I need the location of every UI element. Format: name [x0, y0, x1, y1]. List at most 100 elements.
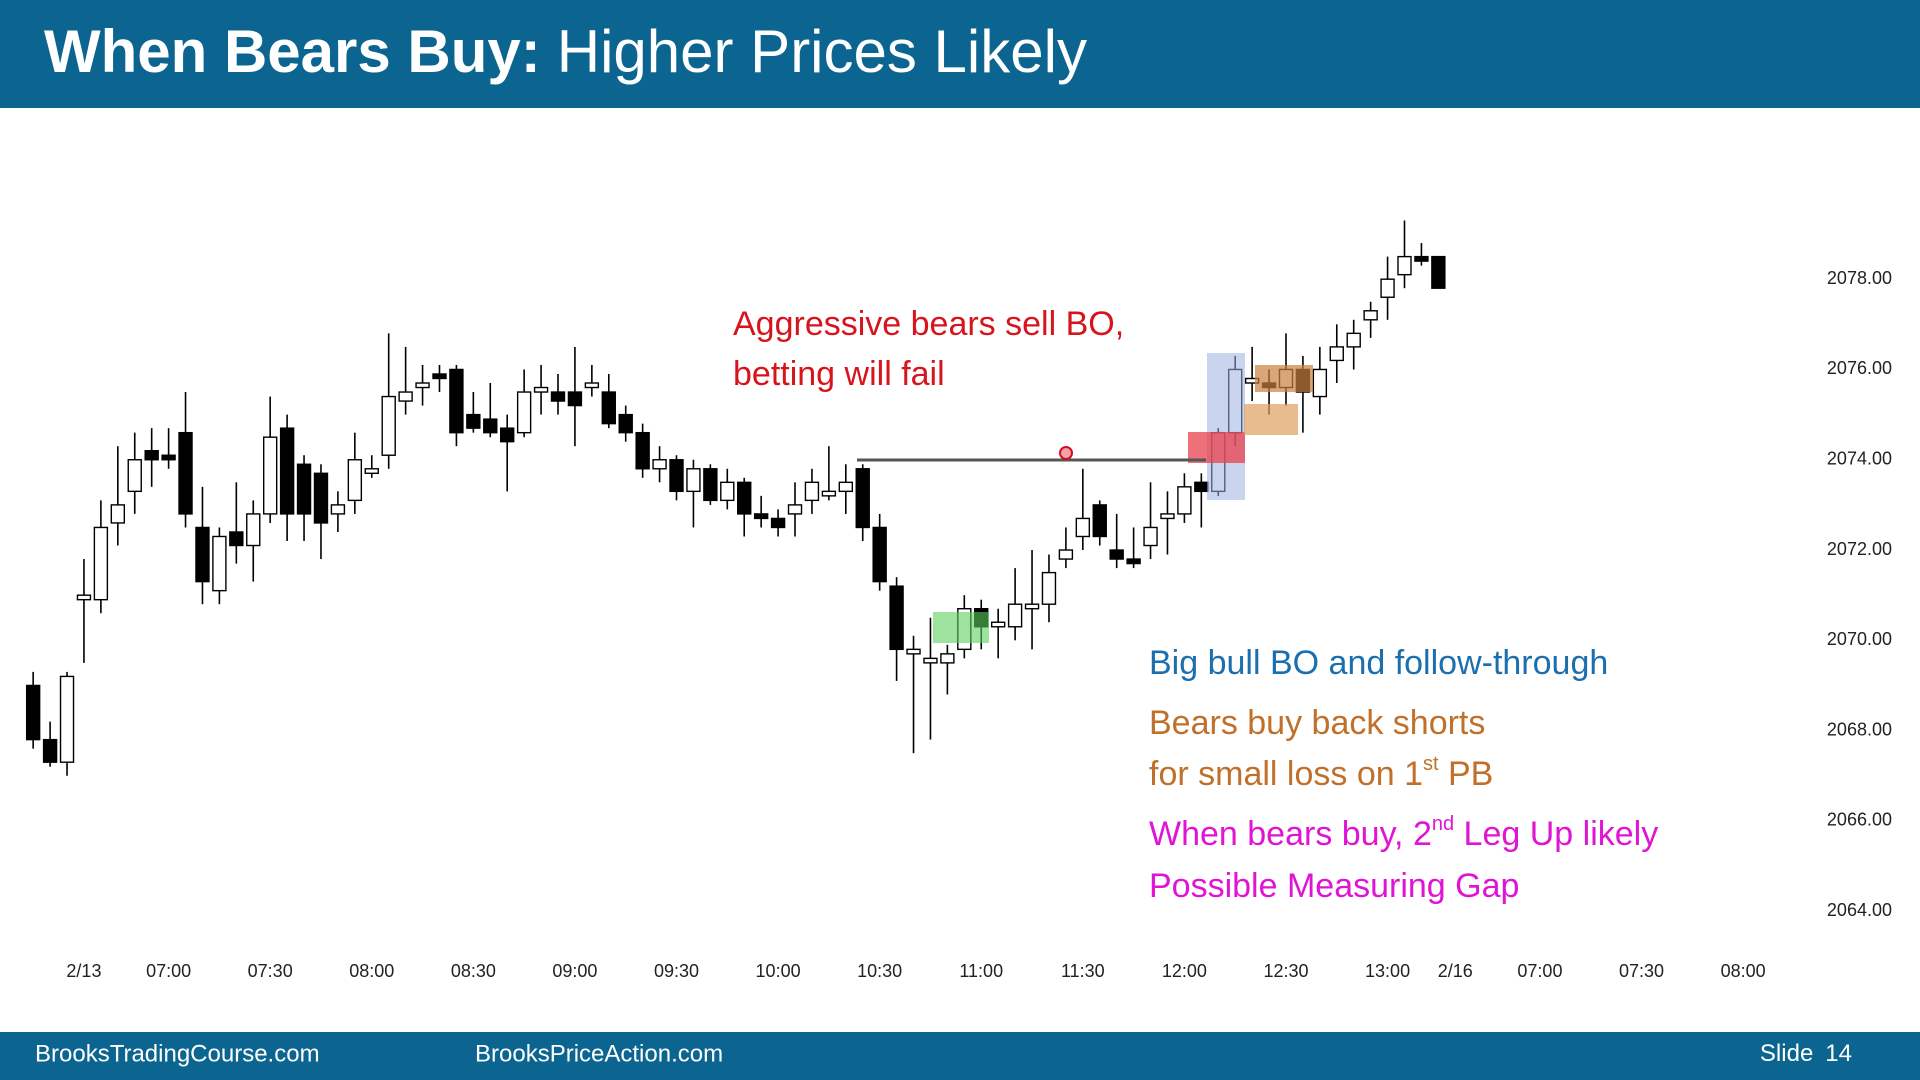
candle-body — [110, 504, 126, 524]
annotation-text: Big bull BO and follow-through — [1149, 644, 1608, 682]
candle-body — [1075, 517, 1091, 538]
header-bar — [0, 0, 1920, 108]
x-tick-label: 09:30 — [654, 961, 699, 981]
candle-body — [1024, 603, 1040, 610]
candle-body — [466, 413, 481, 429]
annotation-sup: nd — [1432, 813, 1454, 835]
annotation-line: Possible Measuring Gap — [1149, 867, 1519, 905]
candle-body — [313, 472, 329, 524]
x-tick-label: 10:00 — [756, 961, 801, 981]
candle-body — [279, 427, 295, 515]
candle-body — [703, 468, 718, 502]
candle-body — [127, 459, 142, 493]
annotation-line: Bears buy back shorts — [1149, 704, 1485, 742]
y-tick-label: 2064.00 — [1827, 900, 1892, 920]
y-tick-label: 2076.00 — [1827, 358, 1892, 378]
x-tick-label: 07:30 — [1619, 961, 1664, 981]
candle-body — [93, 526, 109, 601]
candle-body — [500, 427, 515, 443]
candle-body — [906, 648, 921, 655]
candle-body — [330, 504, 346, 515]
footer-center: BrooksPriceAction.com — [475, 1040, 723, 1067]
annotation-text: Bears buy back shorts — [1149, 704, 1485, 742]
candle-body — [1041, 571, 1057, 605]
x-tick-label: 08:00 — [349, 961, 394, 981]
x-tick-label: 2/13 — [66, 961, 101, 981]
candle-body — [212, 535, 227, 592]
slide-number: Slide 14 — [1760, 1040, 1852, 1067]
annotation-line: When bears buy, 2nd Leg Up likely — [1149, 813, 1658, 853]
annotation-text: Leg Up likely — [1454, 815, 1658, 853]
candle-body — [144, 450, 159, 461]
candle-body — [25, 684, 41, 741]
candle-body — [1109, 549, 1124, 560]
annotation-line: Big bull BO and follow-through — [1149, 644, 1608, 682]
candle-body — [1312, 368, 1328, 398]
x-tick-label: 07:00 — [146, 961, 191, 981]
candle-body — [584, 382, 600, 389]
annotation-text: Aggressive bears sell BO, — [733, 305, 1124, 343]
candle-body — [1363, 310, 1378, 321]
candle-body — [889, 585, 904, 651]
slide-title: When Bears Buy: Higher Prices Likely — [44, 18, 1087, 85]
x-tick-label: 07:30 — [248, 961, 293, 981]
candle-body — [770, 517, 786, 529]
candle-body — [76, 594, 92, 601]
candle-body — [195, 526, 210, 583]
candle-body — [1092, 504, 1107, 538]
candle-body — [821, 490, 837, 497]
candle-body — [737, 481, 752, 515]
candle-body — [1397, 255, 1412, 276]
candle-body — [1194, 481, 1209, 493]
x-tick-label: 2/16 — [1438, 961, 1473, 981]
y-tick-label: 2066.00 — [1827, 810, 1892, 830]
highlight-brown — [1255, 365, 1313, 392]
candle-body — [1160, 513, 1175, 520]
x-tick-label: 12:30 — [1263, 961, 1308, 981]
candle-body — [432, 373, 447, 380]
candle-body — [855, 468, 870, 529]
x-tick-label: 09:00 — [552, 961, 597, 981]
y-tick-label: 2068.00 — [1827, 719, 1892, 739]
annotation-text: betting will fail — [733, 355, 945, 393]
x-tick-label: 13:00 — [1365, 961, 1410, 981]
candle-body — [720, 481, 735, 502]
footer-bar — [0, 1032, 1920, 1080]
candle-body — [246, 513, 261, 547]
candle-body — [804, 481, 820, 502]
y-tick-label: 2070.00 — [1827, 629, 1892, 649]
candle-body — [1143, 526, 1158, 547]
y-tick-label: 2078.00 — [1827, 268, 1892, 288]
candle-body — [415, 382, 430, 389]
x-tick-label: 11:30 — [1061, 961, 1105, 981]
annotation-text: PB — [1439, 755, 1494, 793]
slide-label: Slide — [1760, 1040, 1813, 1067]
candle-body — [42, 738, 58, 763]
candle-body — [533, 386, 549, 393]
candle-body — [1126, 558, 1141, 565]
candle-body — [229, 531, 244, 547]
highlight-orange — [1244, 404, 1298, 435]
candle-body — [347, 459, 363, 502]
pointer-dot — [1059, 446, 1073, 460]
x-tick-label: 11:00 — [959, 961, 1003, 981]
x-tick-label: 08:30 — [451, 961, 496, 981]
highlight-red — [1188, 432, 1245, 463]
candle-body — [1058, 549, 1074, 560]
highlight-green — [933, 612, 989, 643]
candle-body — [483, 418, 498, 434]
plot-area: 2064.00 2066.00 2068.00 2070.00 2072.00 2074.… — [25, 220, 1892, 981]
annotation-text: for small loss on 1 — [1149, 755, 1423, 793]
candle-body — [686, 468, 701, 493]
candle-body — [753, 513, 769, 520]
overlays — [857, 353, 1313, 643]
annotation-line: for small loss on 1st PB — [1149, 753, 1493, 793]
title-rest: Higher Prices Likely — [557, 18, 1087, 85]
x-tick-label: 08:00 — [1721, 961, 1766, 981]
candle-body — [1329, 346, 1344, 362]
candle-body — [161, 454, 176, 461]
candle-body — [398, 391, 413, 402]
candle-body — [59, 675, 75, 763]
